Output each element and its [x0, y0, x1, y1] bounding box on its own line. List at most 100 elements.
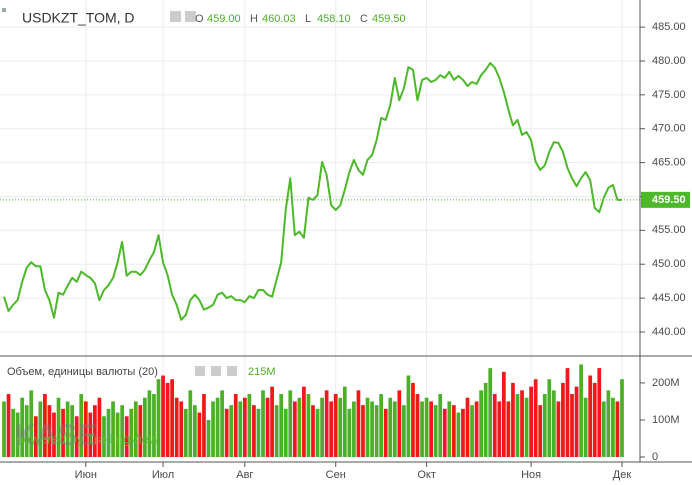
volume-bar — [270, 386, 274, 457]
volume-bar — [133, 401, 138, 457]
volume-bar — [347, 408, 352, 457]
volume-bar — [24, 405, 29, 457]
volume-bar — [438, 394, 443, 457]
volume-bar — [329, 401, 334, 457]
volume-bar — [474, 401, 479, 457]
volume-bar — [247, 394, 252, 457]
volume-bar — [556, 401, 561, 457]
volume-title: Объем, единицы валюты (20) — [7, 366, 158, 378]
volume-bar — [11, 408, 15, 457]
volume-bar — [306, 394, 311, 457]
y-tick-label: 480.00 — [652, 55, 686, 67]
y-tick-label: 450.00 — [652, 258, 686, 270]
ohlc-key: L — [305, 13, 311, 25]
watermark-powered: powered by TradingView — [16, 431, 159, 446]
volume-bar — [606, 390, 611, 457]
volume-bar — [229, 405, 234, 457]
y-tick-label: 465.00 — [652, 157, 686, 169]
volume-bar — [202, 394, 206, 457]
y-tick-label: 200M — [652, 377, 680, 389]
ohlc-value: 459.00 — [207, 13, 241, 25]
volume-bar — [43, 394, 47, 457]
ohlc-value: 459.50 — [372, 13, 406, 25]
volume-bar — [256, 408, 261, 457]
volume-bar — [279, 394, 284, 457]
volume-bar — [392, 401, 397, 457]
volume-bar — [88, 412, 93, 457]
volume-bar — [533, 379, 538, 457]
last-price-label: 459.50 — [652, 194, 686, 206]
volume-bar — [192, 405, 197, 457]
volume-bar — [288, 390, 293, 457]
volume-bar — [165, 382, 170, 457]
volume-bar — [156, 379, 161, 457]
volume-bar — [215, 397, 220, 457]
volume-bar — [292, 401, 297, 457]
settings-button[interactable] — [211, 366, 221, 376]
volume-bar — [147, 390, 152, 457]
volume-bar — [597, 368, 602, 457]
volume-bar — [261, 390, 265, 457]
volume-bar — [483, 382, 488, 457]
volume-bar — [179, 401, 184, 457]
volume-bar — [320, 397, 324, 457]
volume-bar — [506, 401, 511, 457]
volume-bar — [297, 397, 302, 457]
volume-bar — [65, 401, 70, 457]
icon — [2, 8, 6, 12]
x-tick-label: Июн — [75, 469, 97, 481]
eye-button[interactable] — [195, 366, 205, 376]
axes: 440.00445.00450.00455.00460.00465.00470.… — [75, 21, 690, 481]
volume-bar — [465, 397, 470, 457]
volume-bar — [174, 397, 179, 457]
volume-bar — [529, 386, 533, 457]
ohlc-value: 458.10 — [317, 13, 351, 25]
volume-bar — [501, 371, 506, 457]
volume-bar — [206, 419, 211, 457]
volume-bar — [238, 401, 243, 457]
volume-bar — [497, 401, 502, 457]
volume-bar — [561, 382, 565, 457]
volume-bar — [138, 405, 143, 457]
volume-bar — [515, 394, 520, 457]
volume-bar — [152, 394, 156, 457]
grid — [0, 0, 640, 462]
volume-bar — [579, 364, 583, 457]
volume-bar — [115, 412, 120, 457]
volume-bar — [370, 401, 374, 457]
close-button[interactable] — [227, 366, 237, 376]
volume-bar — [583, 397, 588, 457]
volume-bar — [411, 382, 415, 457]
ohlc-key: C — [360, 13, 368, 25]
volume-bar — [570, 394, 574, 457]
volume-bar — [420, 401, 424, 457]
volume-bar — [197, 412, 202, 457]
volume-bar — [265, 397, 270, 457]
volume-bar — [620, 379, 624, 457]
volume-bar — [52, 412, 56, 457]
y-tick-label: 455.00 — [652, 224, 686, 236]
y-tick-label: 470.00 — [652, 123, 686, 135]
volume-bar — [429, 401, 434, 457]
volume-bar — [2, 401, 6, 457]
settings-button[interactable] — [185, 11, 196, 22]
volume-bar — [6, 394, 11, 457]
volume-bar — [161, 375, 165, 457]
volume-bar — [106, 408, 111, 457]
volume-bar — [470, 405, 474, 457]
watermark-brand: KASE — [14, 419, 97, 452]
volume-bar — [333, 394, 338, 457]
volume-bar — [547, 379, 552, 457]
volume-bar — [315, 408, 320, 457]
x-tick-label: Авг — [236, 469, 253, 481]
volume-bar — [56, 397, 61, 457]
volume-bar — [143, 397, 147, 457]
eye-button[interactable] — [170, 11, 181, 22]
volume-last: 215M — [248, 366, 276, 378]
y-tick-label: 475.00 — [652, 89, 686, 101]
volume-bar — [242, 397, 247, 457]
volume-bar — [70, 405, 75, 457]
volume-bar — [388, 397, 393, 457]
volume-bar — [424, 397, 429, 457]
